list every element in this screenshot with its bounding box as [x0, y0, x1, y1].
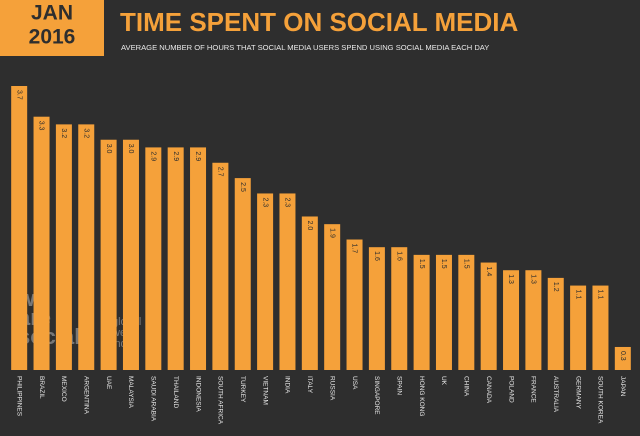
value-label: 1.9 — [328, 228, 335, 238]
bar — [346, 239, 363, 370]
x-tick-label: USA — [351, 376, 358, 390]
bar — [391, 247, 408, 370]
x-tick-label: UK — [440, 376, 447, 386]
value-label: 2.3 — [261, 197, 268, 207]
x-tick-label: AUSTRALIA — [552, 376, 559, 413]
value-label: 3.7 — [15, 90, 22, 100]
x-tick-label: CANADA — [485, 376, 492, 404]
value-label: 1.6 — [373, 251, 380, 261]
value-label: 2.0 — [306, 220, 313, 230]
x-tick-label: SOUTH AFRICA — [217, 376, 224, 425]
value-label: 1.7 — [351, 244, 358, 254]
x-tick-label: THAILAND — [172, 376, 179, 408]
x-tick-label: SOUTH KOREA — [597, 376, 604, 424]
bar — [55, 124, 72, 370]
bar — [167, 147, 184, 370]
value-label: 1.2 — [552, 282, 559, 292]
value-label: 3.2 — [82, 128, 89, 138]
bar — [212, 162, 229, 370]
value-label: 0.3 — [619, 351, 626, 361]
x-tick-label: VIETNAM — [261, 376, 268, 405]
value-label: 2.3 — [284, 197, 291, 207]
x-tick-label: SPAIN — [396, 376, 403, 395]
value-label: 2.5 — [239, 182, 246, 192]
bar — [480, 262, 497, 370]
x-tick-label: SINGAPORE — [373, 376, 380, 415]
value-label: 1.1 — [574, 290, 581, 300]
chart-title: TIME SPENT ON SOCIAL MEDIA — [120, 7, 518, 37]
x-tick-label: INDONESIA — [194, 376, 201, 412]
bar — [301, 216, 318, 370]
value-label: 2.7 — [217, 167, 224, 177]
value-label: 1.5 — [418, 259, 425, 269]
bar — [525, 270, 542, 370]
x-tick-label: POLAND — [507, 376, 514, 403]
x-tick-label: PHILIPPINES — [15, 376, 22, 417]
badge-year: 2016 — [29, 26, 76, 49]
x-tick-label: ARGENTINA — [83, 376, 90, 415]
value-label: 1.5 — [462, 259, 469, 269]
x-tick-label: ITALY — [306, 376, 313, 394]
value-label: 1.6 — [395, 251, 402, 261]
badge — [0, 0, 104, 56]
bar — [11, 86, 28, 370]
bar — [145, 147, 162, 370]
bar — [33, 116, 50, 371]
x-tick-label: CHINA — [463, 376, 470, 397]
bar — [122, 139, 139, 370]
value-label: 3.2 — [60, 128, 67, 138]
bar — [257, 193, 274, 370]
bar — [413, 254, 430, 370]
bar — [435, 254, 452, 370]
x-tick-label: FRANCE — [530, 376, 537, 403]
x-tick-label: MALAYSIA — [127, 376, 134, 409]
bar — [279, 193, 296, 370]
bar — [78, 124, 95, 370]
x-tick-label: RUSSIA — [328, 376, 335, 401]
x-tick-label: GERMANY — [574, 376, 581, 410]
bar — [234, 178, 251, 370]
chart-subtitle: AVERAGE NUMBER OF HOURS THAT SOCIAL MEDI… — [121, 43, 489, 52]
bar — [100, 139, 117, 370]
x-tick-label: UAE — [105, 376, 112, 390]
x-tick-label: BRAZIL — [38, 376, 45, 399]
value-label: 2.9 — [149, 151, 156, 161]
x-tick-label: MEXICO — [60, 376, 67, 402]
value-label: 3.0 — [105, 144, 112, 154]
value-label: 1.4 — [485, 267, 492, 277]
badge-month: JAN — [31, 2, 73, 25]
bar — [458, 254, 475, 370]
value-label: 1.5 — [440, 259, 447, 269]
value-label: 3.3 — [38, 121, 45, 131]
x-tick-label: JAPAN — [619, 376, 626, 397]
bar — [324, 224, 341, 370]
value-label: 3.0 — [127, 144, 134, 154]
x-tick-label: TURKEY — [239, 376, 246, 403]
value-label: 1.3 — [530, 274, 537, 284]
value-label: 2.9 — [172, 151, 179, 161]
x-tick-label: INDIA — [284, 376, 291, 394]
bar — [368, 247, 385, 370]
bar — [547, 277, 564, 370]
x-tick-label: HONG KONG — [418, 376, 425, 416]
bar — [503, 270, 520, 370]
x-tick-label: SAUDI ARABIA — [150, 376, 157, 422]
value-label: 1.3 — [507, 274, 514, 284]
value-label: 1.1 — [597, 290, 604, 300]
bar — [592, 285, 609, 370]
value-label: 2.9 — [194, 151, 201, 161]
bar — [190, 147, 207, 370]
bar — [614, 346, 631, 370]
bar — [570, 285, 587, 370]
